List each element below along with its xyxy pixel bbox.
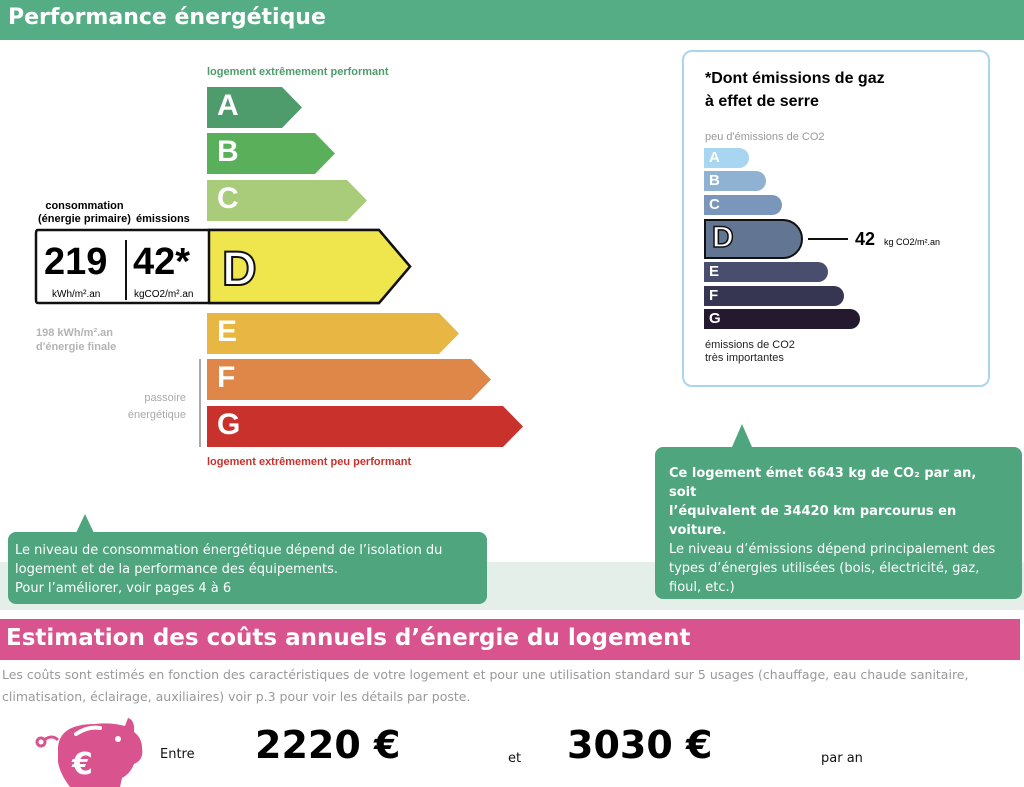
ghg-panel	[682, 50, 990, 387]
section-header: Performance énergétique	[0, 0, 1024, 40]
consumption-value: 219	[44, 241, 108, 283]
passoire-divider	[199, 359, 201, 447]
ghg-class-g: G	[704, 309, 860, 329]
ghg-class-c: C	[704, 195, 782, 215]
energy-class-c: C	[207, 180, 367, 221]
ghg-bottom-caption: émissions de CO2 très importantes	[705, 339, 795, 364]
bubble-left-pointer	[76, 514, 94, 533]
ghg-title: *Dont émissions de gaz à effet de serre	[705, 70, 885, 110]
costs-header: Estimation des coûts annuels d’énergie d…	[0, 619, 1020, 660]
final-energy-note: 198 kWh/m².an d'énergie finale	[36, 327, 117, 353]
costs-note: Les coûts sont estimés en fonction des c…	[2, 667, 969, 704]
ghg-class-b: B	[704, 171, 766, 191]
passoire-label: passoire énergétique	[127, 392, 186, 421]
piggy-bank-icon: €	[35, 718, 143, 787]
and-label: et	[508, 751, 522, 766]
energy-class-e: E	[207, 313, 459, 354]
ghg-unit: kg CO2/m².an	[884, 237, 941, 247]
consumption-label: consommation (énergie primaire)	[38, 200, 131, 225]
ghg-class-a: A	[704, 148, 749, 168]
scale-top-caption: logement extrêmement performant	[207, 66, 389, 78]
ghg-top-caption: peu d'émissions de CO2	[705, 131, 825, 143]
ghg-class-e: E	[704, 262, 828, 282]
energy-class-g: G	[207, 406, 523, 447]
bubble-right-pointer	[732, 424, 752, 447]
ghg-class-d-current: D	[704, 219, 803, 259]
energy-class-a: A	[207, 87, 302, 128]
emissions-value: 42*	[133, 241, 191, 283]
cost-min: 2220 €	[255, 723, 401, 767]
between-label: Entre	[160, 747, 195, 762]
svg-text:€: €	[71, 747, 93, 782]
energy-class-f: F	[207, 359, 491, 400]
ghg-pointer-line	[808, 238, 848, 240]
scale-bottom-caption: logement extrêmement peu performant	[207, 456, 412, 468]
consumption-unit: kWh/m².an	[52, 289, 101, 300]
ghg-value: 42	[855, 229, 876, 249]
cost-max: 3030 €	[567, 723, 713, 767]
current-class-letter: D	[222, 243, 257, 296]
per-year-label: par an	[821, 751, 863, 766]
info-bubble-consumption: Le niveau de consommation énergétique dé…	[8, 532, 487, 604]
emissions-label: émissions	[136, 213, 190, 225]
ghg-class-f: F	[704, 286, 844, 306]
emissions-unit: kgCO2/m².an	[134, 289, 194, 300]
current-class-box: D	[34, 228, 412, 305]
energy-class-b: B	[207, 133, 335, 174]
info-bubble-emissions: Ce logement émet 6643 kg de CO₂ par an, …	[655, 447, 1022, 599]
